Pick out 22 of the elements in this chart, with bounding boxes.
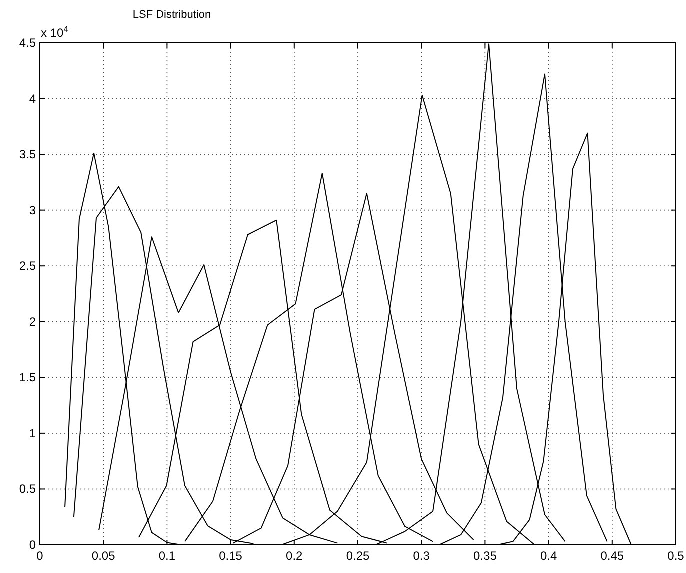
x-tick-label: 0.5	[668, 549, 685, 563]
x-tick-label: 0.45	[600, 549, 624, 563]
x-tick-label: 0.4	[540, 549, 558, 563]
y-tick-label: 0.5	[19, 482, 36, 496]
y-tick-label: 4	[29, 92, 36, 106]
x-tick-label: 0.15	[219, 549, 243, 563]
y-tick-label: 3.5	[19, 148, 36, 162]
x-tick-label: 0.1	[158, 549, 176, 563]
y-tick-label: 1.5	[19, 370, 36, 385]
y-tick-label: 4.5	[19, 36, 36, 50]
y-tick-label: 2	[29, 314, 36, 329]
y-tick-label: 1	[29, 426, 36, 440]
chart-title: LSF Distribution	[132, 9, 212, 21]
x-tick-label: 0.05	[92, 549, 116, 563]
y-tick-label: 3	[29, 203, 36, 218]
y-tick-label: 0	[29, 538, 36, 552]
x-tick-label: 0.25	[346, 549, 370, 563]
y-tick-label: 2.5	[19, 259, 36, 274]
x-tick-label: 0.35	[474, 549, 498, 563]
x-tick-label: 0.3	[413, 549, 430, 563]
text: x 10$^{4}$	[41, 24, 69, 40]
x-tick-label: 0.2	[286, 549, 304, 563]
